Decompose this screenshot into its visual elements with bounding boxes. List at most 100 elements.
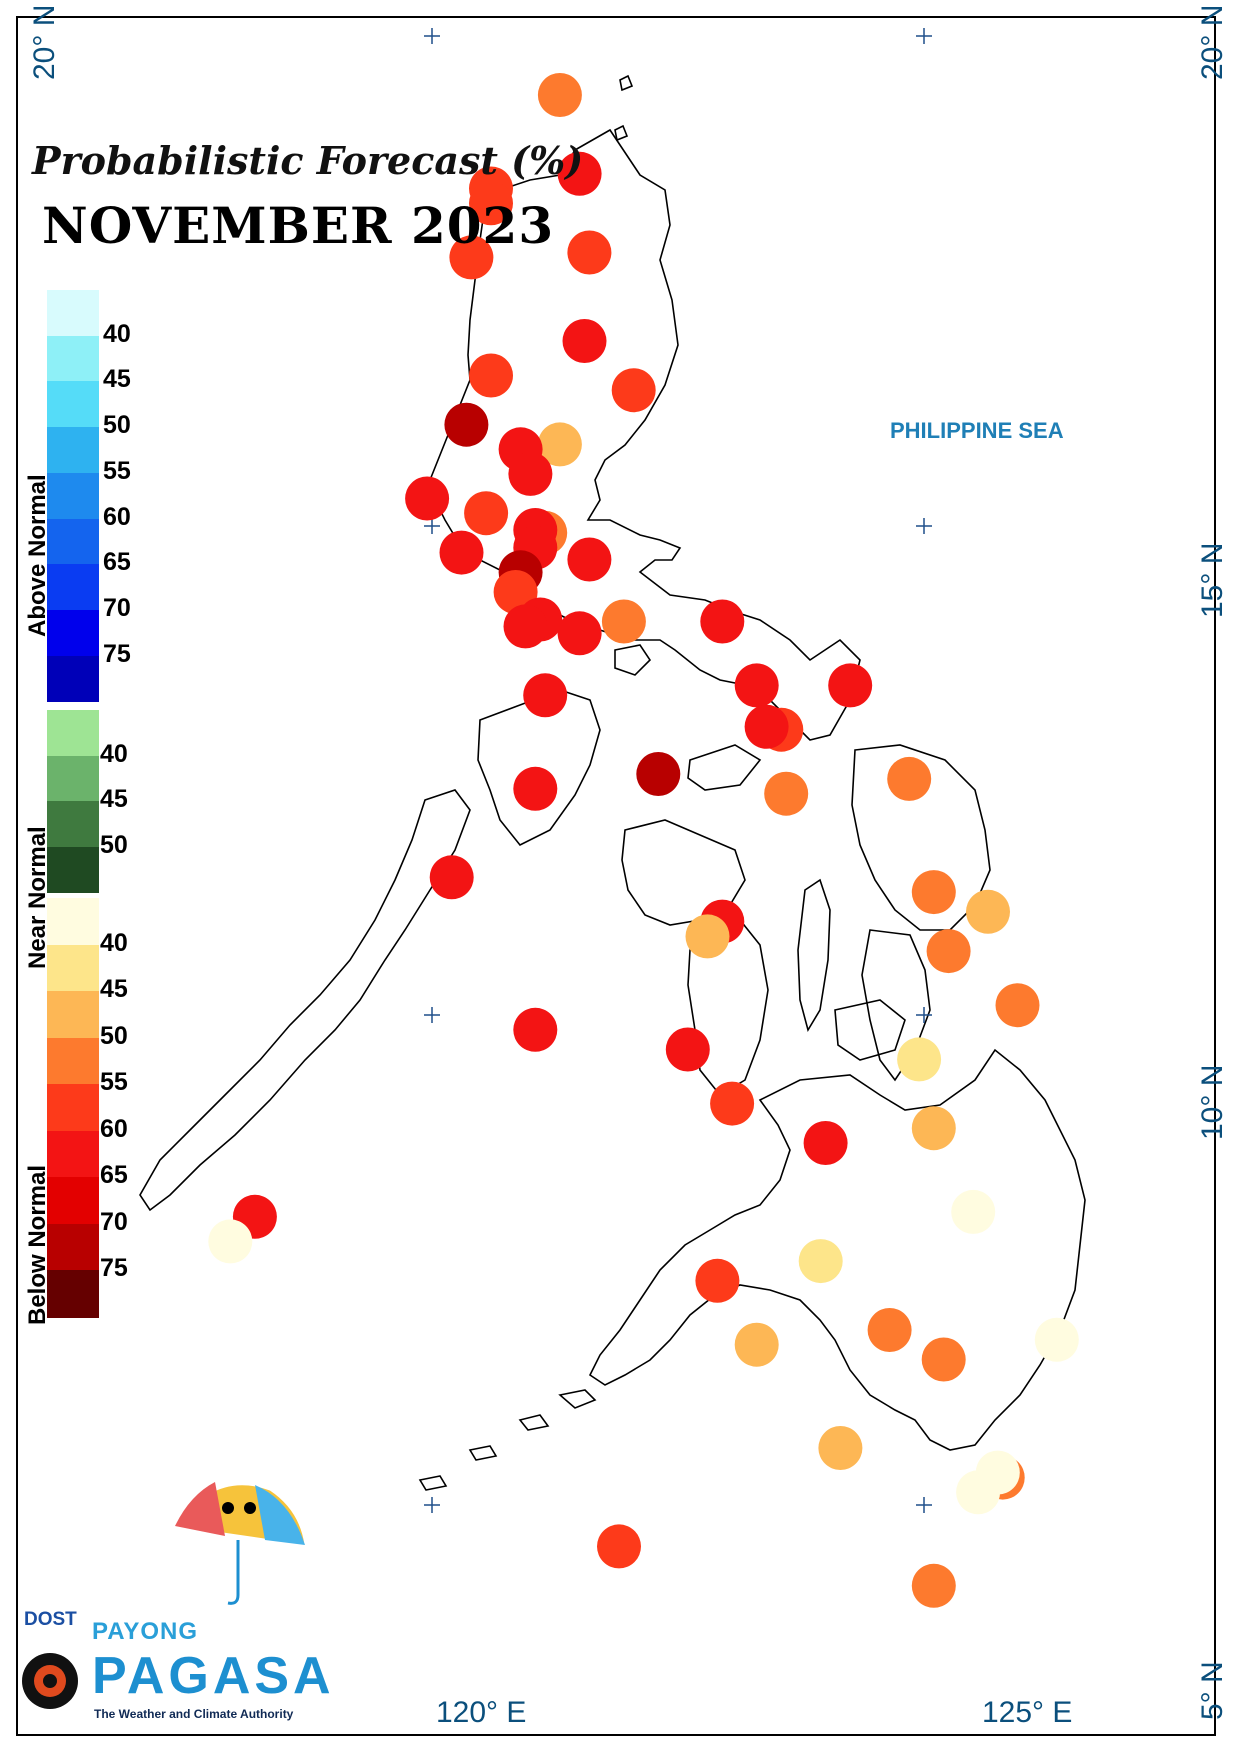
- station-marker: [818, 1426, 863, 1470]
- legend-swatch: [47, 472, 99, 520]
- legend-tick-label: 70: [103, 593, 131, 622]
- legend-swatch: [47, 944, 99, 992]
- legend-tick-label: 60: [103, 502, 131, 531]
- legend-swatch: [47, 655, 99, 703]
- legend-swatch: [47, 1084, 99, 1132]
- station-marker: [567, 230, 612, 275]
- station-marker: [685, 914, 730, 959]
- station-marker: [439, 530, 484, 575]
- logo-payong-text: PAYONG: [92, 1618, 199, 1645]
- legend-tick-label: 40: [100, 928, 128, 957]
- station-marker: [429, 855, 474, 900]
- station-marker: [562, 319, 607, 363]
- legend-tick-label: 50: [100, 830, 128, 859]
- station-marker: [513, 1007, 558, 1052]
- legend-swatch: [47, 1223, 99, 1271]
- legend-swatch: [47, 335, 99, 383]
- station-marker: [828, 663, 873, 708]
- legend-swatch: [47, 1037, 99, 1085]
- legend-tick-label: 65: [100, 1161, 128, 1189]
- station-marker: [764, 771, 809, 816]
- station-marker: [464, 491, 509, 536]
- palawan-outline: [139, 789, 471, 1212]
- station-marker: [557, 611, 602, 656]
- legend-swatch: [47, 1270, 99, 1318]
- map-frame: [16, 16, 1216, 1736]
- legend-swatch: [47, 710, 99, 757]
- legend-tick-label: 60: [100, 1114, 128, 1143]
- station-marker: [803, 1121, 848, 1165]
- station-marker: [567, 537, 612, 582]
- northern-islands: [614, 74, 634, 142]
- logo-tagline: The Weather and Climate Authority: [94, 1707, 294, 1721]
- station-marker: [926, 929, 971, 974]
- legend-tick-label: 45: [103, 365, 131, 394]
- legend-tick-label: 45: [100, 785, 128, 813]
- station-marker: [513, 766, 558, 811]
- marinduque-outline: [614, 644, 652, 676]
- mindanao-outline: [588, 1048, 1086, 1451]
- logo-pagasa-text: PAGASA: [92, 1647, 335, 1705]
- station-marker: [966, 889, 1010, 934]
- legend-swatch: [47, 290, 99, 337]
- station-marker: [921, 1337, 966, 1382]
- graticule: [424, 28, 932, 1513]
- station-marker: [956, 1470, 1001, 1515]
- station-marker: [405, 476, 450, 521]
- station-marker: [734, 663, 779, 708]
- legend-tick-label: 40: [100, 739, 128, 768]
- station-marker: [469, 181, 513, 226]
- lat-label-5: 5° N: [1196, 1661, 1229, 1720]
- station-marker: [695, 1258, 740, 1303]
- sea-label: PHILIPPINE SEA: [890, 418, 1064, 443]
- forecast-stations: [208, 73, 1079, 1608]
- station-marker: [744, 704, 789, 749]
- legend-swatch: [47, 518, 99, 566]
- station-marker: [798, 1239, 843, 1284]
- legend-tick-label: 45: [100, 975, 128, 1003]
- station-marker: [557, 151, 602, 196]
- bohol-outline: [834, 999, 906, 1061]
- pagasa-logo-graphic: [22, 1482, 306, 1709]
- masbate-outline: [687, 744, 762, 791]
- station-marker: [911, 1106, 956, 1151]
- coastline: [139, 74, 1086, 1491]
- cebu-outline: [797, 878, 831, 1033]
- legend-tick-label: 65: [103, 548, 131, 577]
- forecast-title: Probabilistic Forecast (%): [32, 138, 584, 183]
- lat-label-15: 15° N: [1196, 542, 1229, 618]
- station-marker: [503, 604, 548, 649]
- station-marker: [911, 1563, 956, 1608]
- legend-tick-label: 75: [103, 639, 131, 668]
- station-marker: [444, 402, 489, 447]
- station-marker: [537, 73, 582, 117]
- legend-swatch: [47, 846, 99, 893]
- lat-label-20-left: 20° N: [28, 4, 61, 80]
- legend-swatch: [47, 381, 99, 429]
- legend-tick-label: 40: [103, 319, 131, 348]
- forecast-month: NOVEMBER 2023: [42, 196, 555, 255]
- legend-swatch: [47, 564, 99, 611]
- legend-tick-label: 55: [100, 1068, 128, 1096]
- station-marker: [710, 1081, 755, 1126]
- station-marker: [911, 870, 956, 915]
- station-marker: [636, 752, 681, 796]
- station-marker: [597, 1524, 641, 1569]
- station-marker: [951, 1189, 996, 1234]
- lat-label-10: 10° N: [1196, 1064, 1229, 1140]
- legend-swatch: [47, 1177, 99, 1225]
- station-marker: [523, 673, 568, 718]
- legend-swatch: [47, 609, 99, 657]
- station-marker: [867, 1308, 912, 1352]
- station-marker: [611, 368, 656, 413]
- legend-swatch: [47, 898, 99, 946]
- legend-swatch: [47, 755, 99, 802]
- station-marker: [508, 451, 553, 496]
- station-marker: [887, 756, 932, 801]
- lat-label-20-right: 20° N: [1196, 4, 1229, 80]
- sulu-islands: [418, 1389, 597, 1491]
- legend-tick-label: 50: [100, 1021, 128, 1050]
- station-marker: [537, 422, 582, 467]
- legend-swatch: [47, 801, 99, 848]
